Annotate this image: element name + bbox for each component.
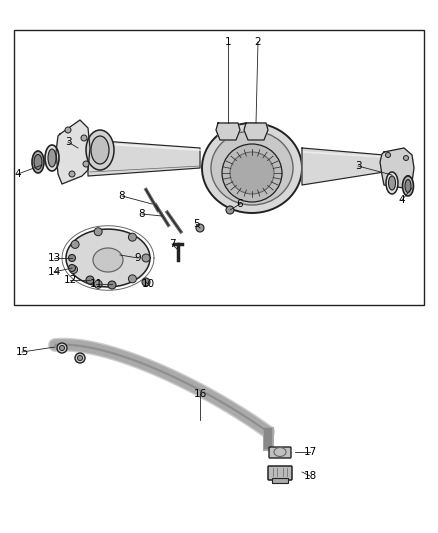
Circle shape (78, 356, 82, 360)
Circle shape (86, 276, 94, 284)
FancyBboxPatch shape (269, 447, 291, 458)
Ellipse shape (211, 131, 293, 205)
Text: 6: 6 (237, 199, 244, 209)
Polygon shape (244, 123, 268, 140)
Text: 4: 4 (15, 169, 21, 179)
Text: 3: 3 (65, 137, 71, 147)
Text: 8: 8 (139, 209, 145, 219)
Ellipse shape (48, 149, 56, 167)
Text: 18: 18 (304, 471, 317, 481)
Ellipse shape (403, 176, 413, 196)
Circle shape (69, 171, 75, 177)
Text: 5: 5 (193, 219, 199, 229)
Ellipse shape (32, 151, 44, 173)
Text: 9: 9 (135, 253, 141, 263)
Text: 11: 11 (89, 279, 102, 289)
Ellipse shape (222, 144, 282, 202)
Circle shape (60, 345, 64, 351)
Ellipse shape (202, 123, 302, 213)
Text: 1: 1 (225, 37, 231, 47)
Ellipse shape (405, 180, 411, 192)
Ellipse shape (91, 136, 109, 164)
Ellipse shape (93, 248, 123, 272)
Text: 2: 2 (254, 37, 261, 47)
Text: 4: 4 (399, 195, 405, 205)
Polygon shape (302, 148, 384, 185)
Ellipse shape (230, 152, 274, 194)
Circle shape (108, 281, 116, 289)
Polygon shape (216, 123, 240, 140)
Circle shape (128, 275, 136, 283)
Circle shape (94, 228, 102, 236)
Text: 17: 17 (304, 447, 317, 457)
Circle shape (81, 135, 87, 141)
Circle shape (388, 180, 392, 184)
Text: 7: 7 (169, 239, 175, 249)
Ellipse shape (45, 145, 59, 171)
Text: 10: 10 (141, 279, 155, 289)
Circle shape (406, 175, 410, 181)
Circle shape (57, 343, 67, 353)
Text: 12: 12 (64, 275, 77, 285)
Circle shape (94, 280, 102, 288)
Text: 16: 16 (193, 389, 207, 399)
Circle shape (196, 224, 204, 232)
Ellipse shape (389, 176, 396, 190)
Polygon shape (66, 229, 150, 287)
Polygon shape (88, 140, 200, 176)
Circle shape (75, 353, 85, 363)
Polygon shape (380, 148, 414, 188)
Circle shape (142, 278, 150, 286)
Circle shape (128, 233, 136, 241)
Polygon shape (56, 120, 90, 184)
Bar (14, 30, 424, 305)
Text: 14: 14 (47, 267, 60, 277)
Circle shape (403, 156, 409, 160)
Bar (272, 478, 288, 483)
Circle shape (226, 206, 234, 214)
Text: 8: 8 (119, 191, 125, 201)
Text: 13: 13 (47, 253, 60, 263)
Circle shape (142, 254, 150, 262)
Circle shape (83, 161, 89, 167)
Text: 15: 15 (15, 347, 28, 357)
Circle shape (385, 152, 391, 157)
FancyBboxPatch shape (268, 466, 292, 480)
Ellipse shape (34, 155, 42, 169)
Circle shape (70, 265, 78, 273)
Circle shape (68, 264, 75, 271)
Ellipse shape (386, 172, 398, 194)
Circle shape (65, 127, 71, 133)
Text: 3: 3 (355, 161, 361, 171)
Circle shape (71, 240, 79, 248)
Ellipse shape (86, 130, 114, 170)
Circle shape (68, 254, 75, 262)
